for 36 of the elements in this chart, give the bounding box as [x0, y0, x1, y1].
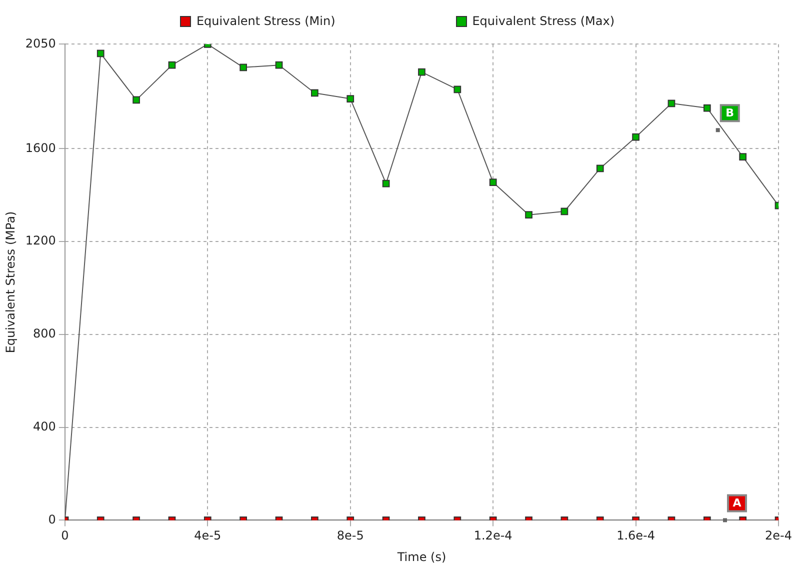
- point: [240, 64, 248, 72]
- x-tick-label: 2e-4: [765, 528, 792, 543]
- point: [525, 211, 532, 219]
- x-axis-title: Time (s): [396, 550, 446, 564]
- point: [739, 153, 747, 160]
- y-axis-title: Equivalent Stress (MPa): [3, 211, 18, 354]
- point: [168, 61, 176, 69]
- y-tick-label: 1200: [25, 234, 56, 248]
- legend-label: Equivalent Stress (Min): [196, 14, 336, 28]
- x-tick-label: 4e-5: [194, 528, 222, 543]
- y-tick-label: 1600: [25, 140, 56, 155]
- point: [560, 208, 568, 216]
- point: [275, 61, 283, 69]
- point: [596, 164, 604, 172]
- point: [454, 86, 462, 94]
- legend-label: Equivalent Stress (Max): [472, 14, 615, 28]
- point: [632, 133, 640, 141]
- point: [418, 68, 426, 76]
- x-tick-label: 1.6e-4: [616, 528, 656, 543]
- y-tick-label: 400: [33, 419, 56, 434]
- point: [489, 178, 497, 186]
- y-tick-label: 2050: [25, 36, 56, 50]
- y-tick-label: 800: [33, 326, 56, 341]
- point: [668, 100, 676, 108]
- point: [382, 180, 390, 188]
- annotation: A: [732, 496, 742, 510]
- annotation: B: [726, 106, 734, 120]
- x-tick-label: 1.2e-4: [474, 528, 512, 543]
- point: [96, 50, 104, 58]
- point: [703, 104, 711, 112]
- x-tick-label: 8e-5: [336, 528, 364, 543]
- point: [311, 89, 318, 97]
- point: [132, 96, 140, 104]
- x-tick-label: 0: [61, 528, 69, 543]
- point: [346, 95, 354, 102]
- y-tick-label: 0: [48, 512, 56, 526]
